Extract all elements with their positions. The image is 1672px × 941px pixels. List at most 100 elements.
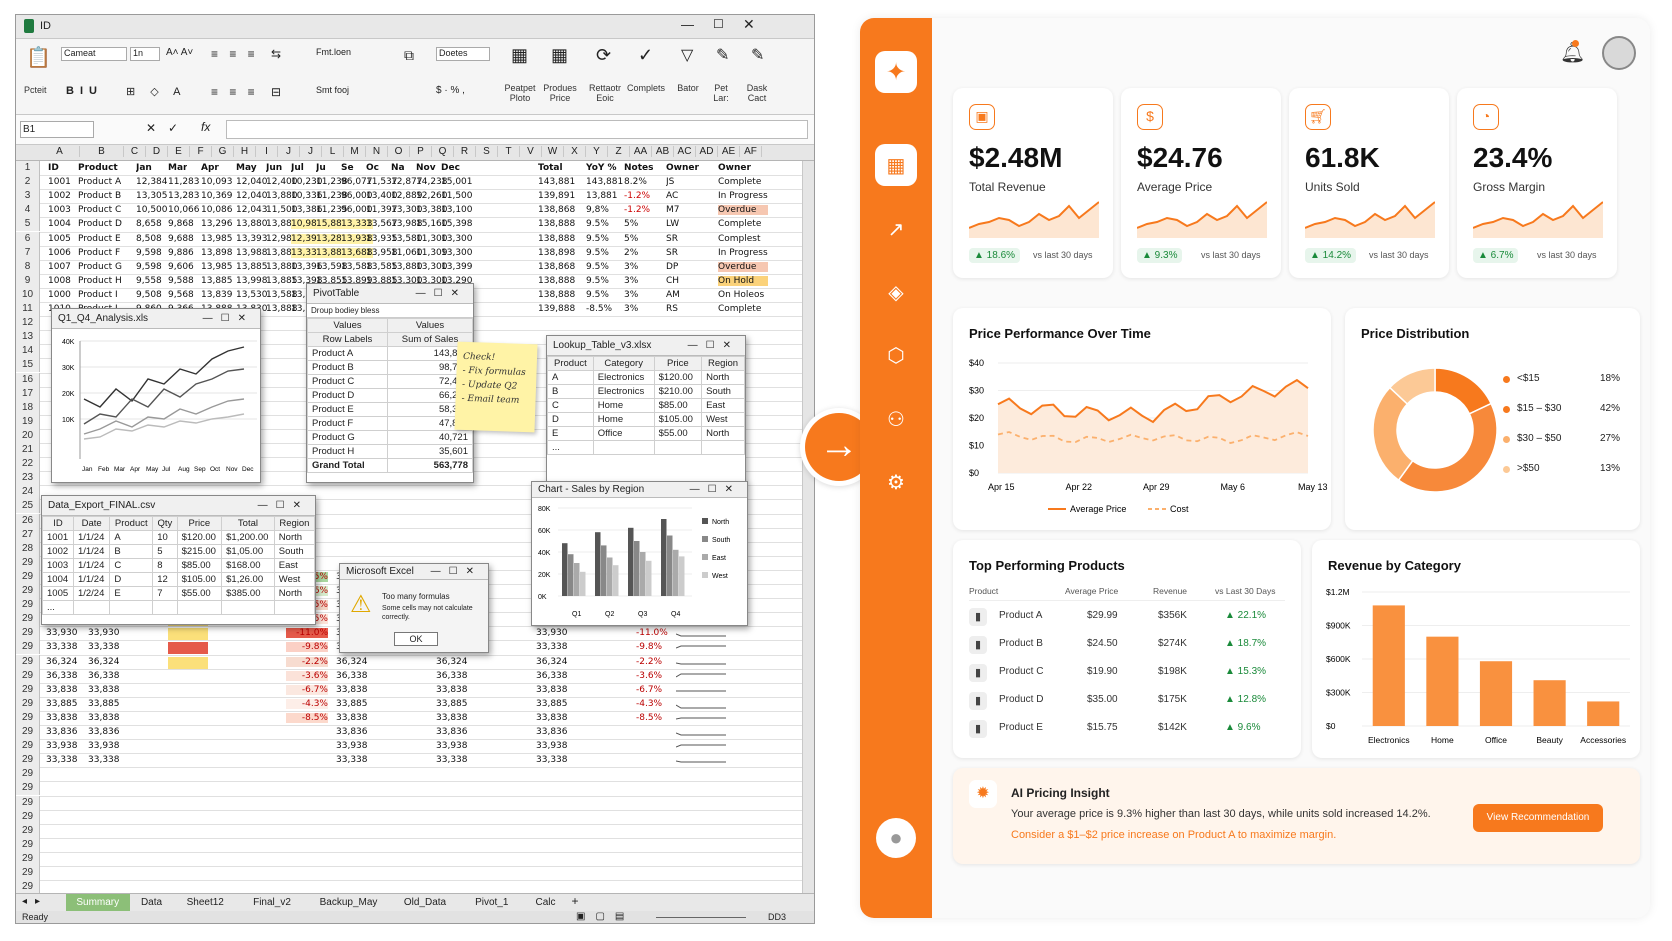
data-cell[interactable]: 33,338: [436, 755, 468, 766]
data-cell[interactable]: 13,985: [201, 261, 233, 272]
column-header[interactable]: C: [124, 146, 146, 157]
data-cell[interactable]: 138,888: [538, 289, 576, 300]
data-cell[interactable]: 13,935: [366, 233, 398, 244]
column-header[interactable]: AE: [718, 146, 740, 157]
data-cell[interactable]: 12,988: [266, 233, 298, 244]
sheet-tab[interactable]: Summary: [66, 894, 130, 911]
column-header[interactable]: A: [40, 146, 80, 157]
column-header[interactable]: N: [366, 146, 388, 157]
data-cell[interactable]: 13,885: [266, 275, 298, 286]
data-cell[interactable]: 11,235: [316, 205, 348, 216]
data-cell[interactable]: 138,888: [538, 275, 576, 286]
export-window[interactable]: Data_Export_FINAL.csv —☐✕ ID Date Product Qt…: [41, 495, 316, 625]
data-cell[interactable]: 13,333: [341, 219, 373, 230]
data-cell[interactable]: 13,898: [201, 247, 233, 258]
export-cell[interactable]: [176, 600, 223, 615]
data-cell[interactable]: 36,324: [88, 656, 120, 667]
trend-icon[interactable]: ↗: [887, 218, 905, 241]
window-controls-icon[interactable]: —☐✕: [202, 313, 254, 324]
data-cell[interactable]: 13,688: [341, 247, 373, 258]
data-cell[interactable]: 36,324: [46, 656, 78, 667]
lookup-cell[interactable]: Electronics: [592, 370, 655, 385]
data-cell[interactable]: 33,338: [46, 755, 78, 766]
data-cell[interactable]: 33,938: [88, 741, 120, 752]
row-header[interactable]: 15: [16, 358, 40, 373]
row-header[interactable]: 12: [16, 316, 40, 331]
data-cell[interactable]: 138,868: [538, 205, 576, 216]
row-header[interactable]: 27: [16, 527, 40, 542]
row-header[interactable]: 14: [16, 344, 40, 359]
data-cell[interactable]: 13,998: [236, 275, 268, 286]
data-cell[interactable]: 33,885: [336, 698, 368, 709]
pivot-head[interactable]: Values: [386, 318, 473, 333]
data-cell[interactable]: 33,338: [46, 642, 78, 653]
export-cell[interactable]: A: [109, 530, 154, 545]
data-cell[interactable]: 13,386: [291, 205, 323, 216]
product-name[interactable]: Product E: [999, 722, 1043, 733]
data-cell[interactable]: 96,000: [341, 205, 373, 216]
data-cell[interactable]: Product G: [78, 261, 123, 272]
row-header[interactable]: 29: [16, 851, 40, 866]
data-cell[interactable]: 33,338: [88, 642, 120, 653]
column-header[interactable]: I: [256, 146, 278, 157]
data-cell[interactable]: 10,093: [201, 177, 233, 188]
data-cell[interactable]: 138,888: [538, 219, 576, 230]
data-cell[interactable]: 36,324: [436, 656, 468, 667]
pivot-cell[interactable]: Product A: [307, 346, 388, 361]
pct-cell[interactable]: -8.5%: [286, 712, 328, 723]
column-header[interactable]: J: [278, 146, 300, 157]
wrap-icon[interactable]: ⇆: [271, 47, 282, 61]
data-cell[interactable]: 13,855: [316, 275, 348, 286]
row-header[interactable]: 29: [16, 612, 40, 627]
export-head[interactable]: ID: [42, 516, 74, 531]
lookup-cell[interactable]: $105.00: [653, 412, 703, 427]
header-cell[interactable]: Ju: [316, 163, 326, 173]
data-cell[interactable]: 33,836: [436, 727, 468, 737]
pivot-cell[interactable]: Product B: [307, 360, 388, 375]
export-cell[interactable]: West: [273, 572, 315, 587]
data-cell[interactable]: 10,086: [201, 205, 233, 216]
data-cell[interactable]: 13,588: [341, 261, 373, 272]
row-header[interactable]: 29: [16, 640, 40, 655]
data-cell[interactable]: 5%: [624, 233, 639, 244]
data-cell[interactable]: 1003: [48, 205, 71, 216]
header-cell[interactable]: Owner: [666, 163, 699, 173]
product-name[interactable]: Product B: [999, 638, 1043, 649]
data-cell[interactable]: 13,400: [366, 191, 398, 202]
row-header[interactable]: 29: [16, 809, 40, 824]
row-header[interactable]: 24: [16, 485, 40, 500]
export-cell[interactable]: 1002: [42, 544, 74, 559]
export-cell[interactable]: East: [273, 558, 315, 573]
export-head[interactable]: Date: [72, 516, 111, 531]
data-cell[interactable]: 11,060: [391, 247, 423, 258]
data-cell[interactable]: 13,100: [441, 205, 473, 216]
maximize-icon[interactable]: ☐: [713, 17, 724, 31]
data-cell[interactable]: 10,369: [201, 191, 233, 202]
export-cell[interactable]: 10: [152, 530, 178, 545]
export-cell[interactable]: B: [109, 544, 154, 559]
export-head[interactable]: Total: [221, 516, 275, 531]
header-cell[interactable]: Jun: [266, 163, 283, 173]
data-cell[interactable]: 33,838: [336, 684, 368, 695]
row-header[interactable]: 29: [16, 753, 40, 768]
data-cell[interactable]: 9.5%: [586, 233, 609, 244]
row-header[interactable]: 21: [16, 443, 40, 458]
data-cell[interactable]: 9.5%: [586, 219, 609, 230]
data-cell[interactable]: 13,305: [136, 191, 168, 202]
data-cell[interactable]: On Hold: [718, 275, 768, 286]
row-header[interactable]: 29: [16, 837, 40, 852]
export-cell[interactable]: [72, 600, 111, 615]
data-cell[interactable]: 13,598: [316, 261, 348, 272]
data-cell[interactable]: SR: [666, 247, 678, 258]
row-header[interactable]: 13: [16, 330, 40, 345]
data-cell[interactable]: 96,077: [341, 177, 373, 188]
filter-icon[interactable]: ▽: [681, 47, 694, 64]
export-cell[interactable]: $105.00: [176, 572, 223, 587]
data-cell[interactable]: 13,567: [366, 219, 398, 230]
pivot-head[interactable]: Values: [307, 318, 388, 333]
data-cell[interactable]: 36,338: [46, 670, 78, 681]
export-cell[interactable]: $120.00: [176, 530, 223, 545]
data-cell[interactable]: 33,838: [336, 712, 368, 723]
export-cell[interactable]: $1,200.00: [221, 530, 275, 545]
data-cell[interactable]: 9,598: [136, 247, 162, 258]
